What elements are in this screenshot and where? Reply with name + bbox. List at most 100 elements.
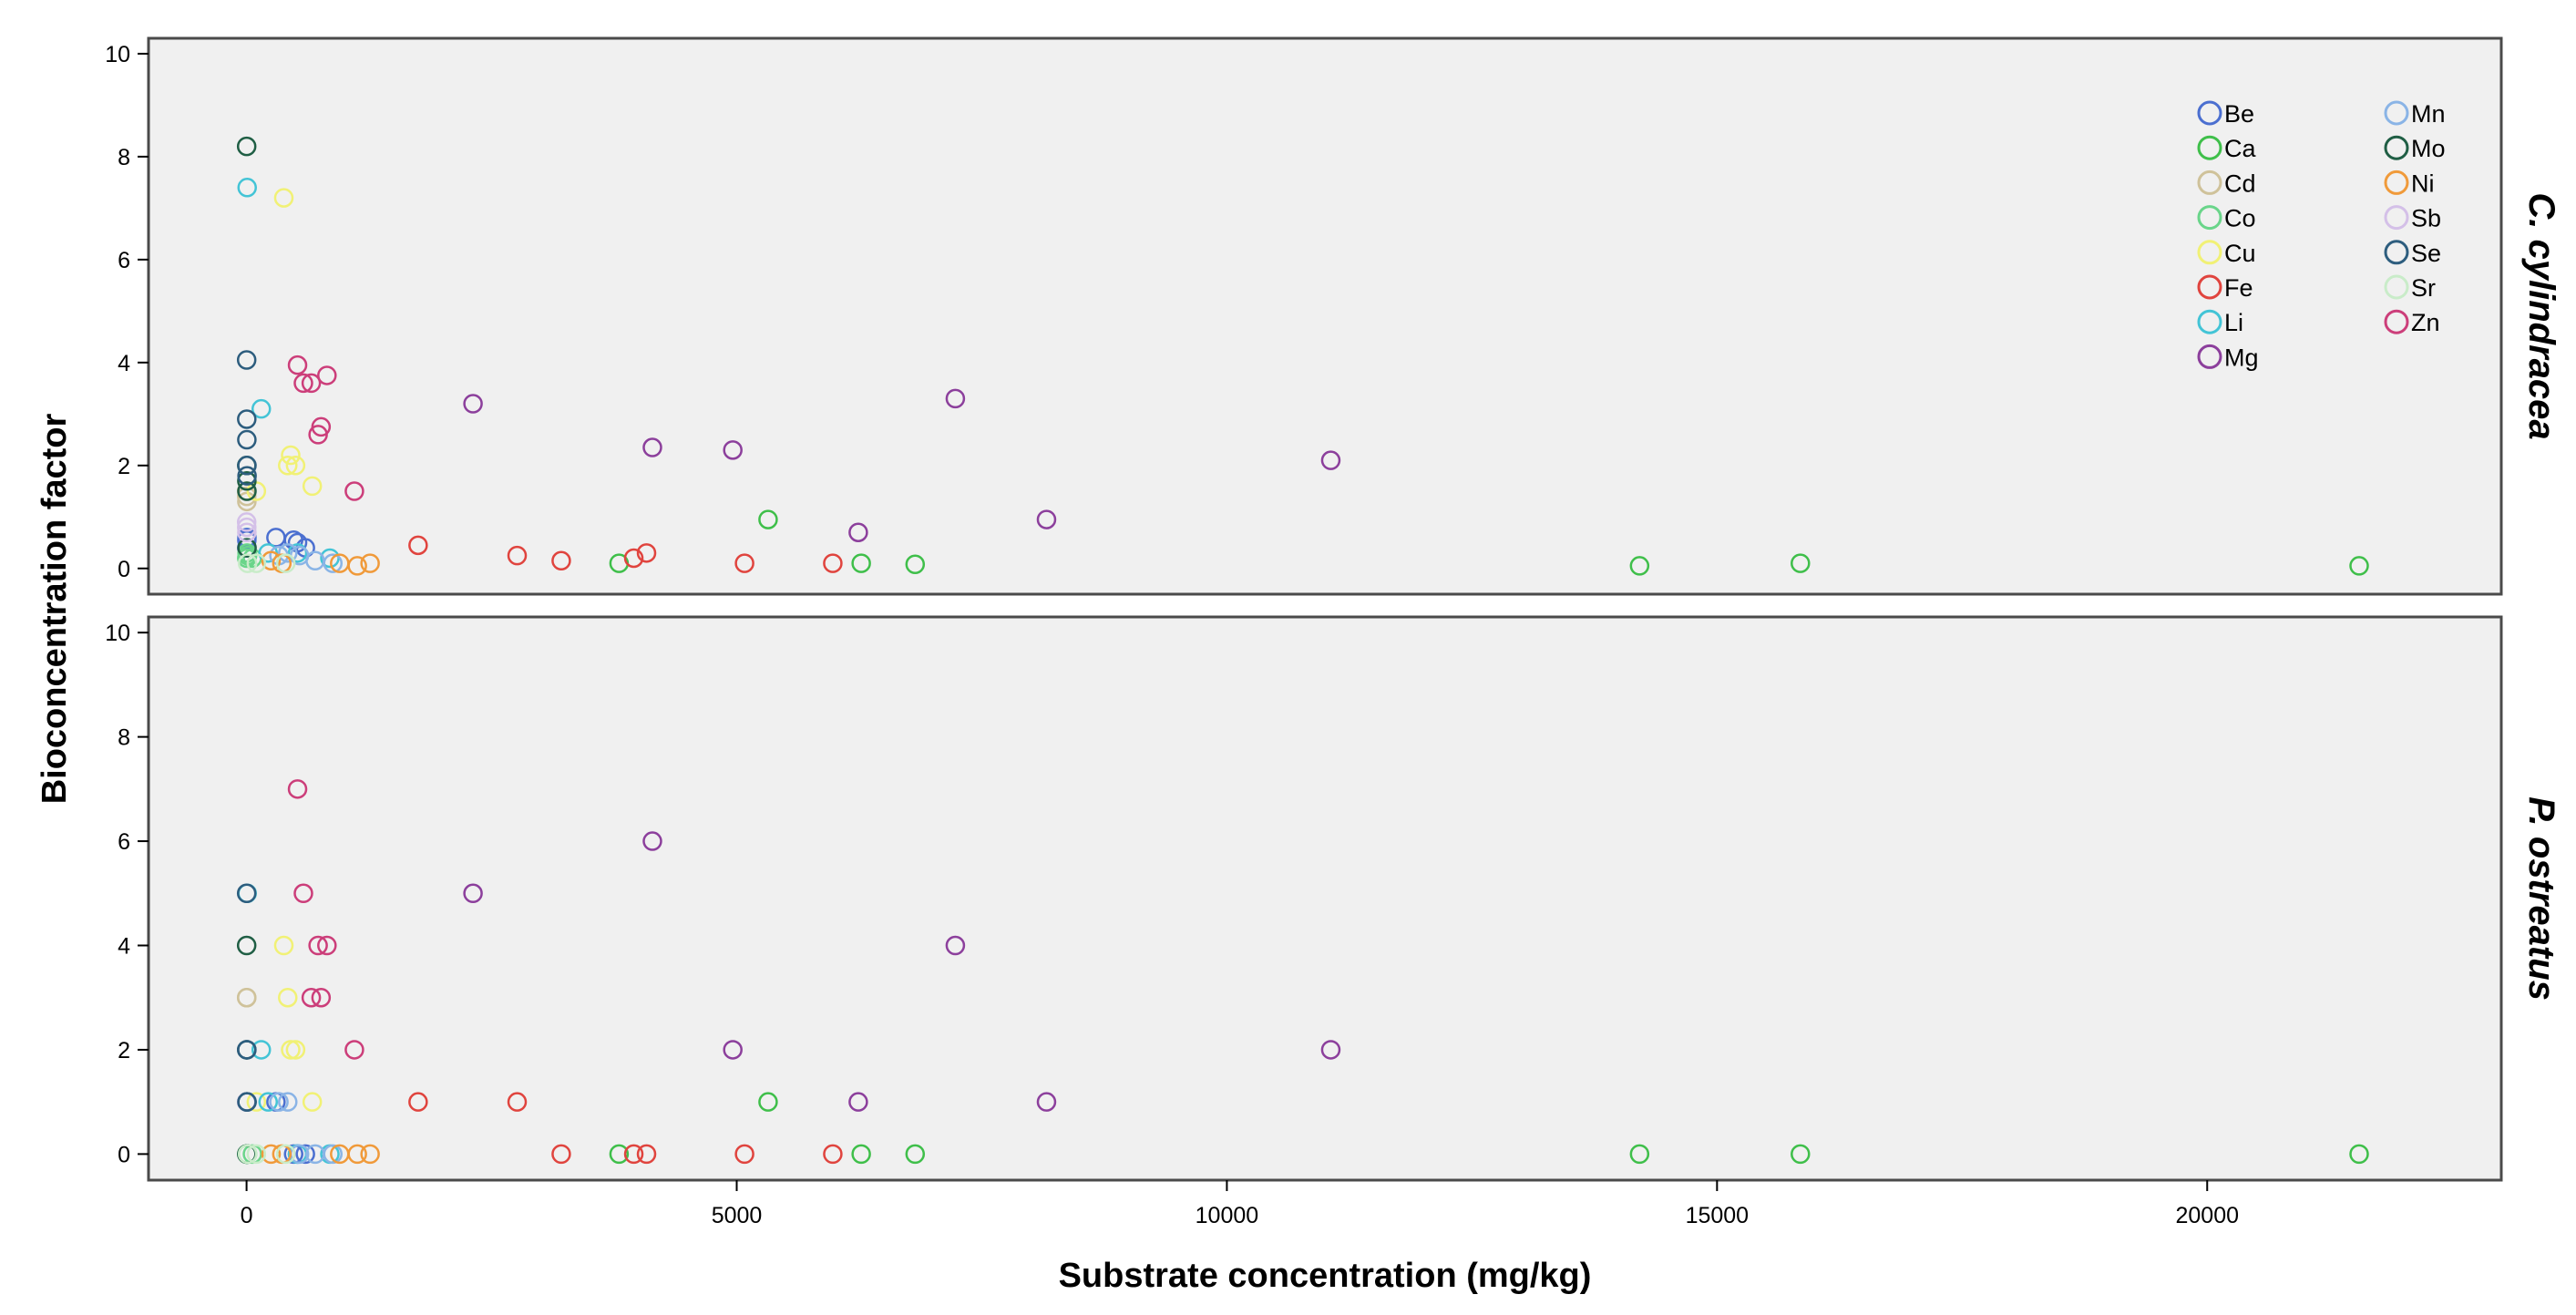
point-sr-top bbox=[275, 553, 296, 573]
point-se-bottom bbox=[236, 883, 257, 904]
point-mo-top bbox=[237, 481, 257, 501]
point-ca-bottom bbox=[758, 1092, 778, 1112]
point-ca-top bbox=[2349, 556, 2369, 576]
point-ca-bottom bbox=[1791, 1144, 1811, 1165]
point-cu-bottom bbox=[285, 1040, 306, 1060]
point-fe-top bbox=[823, 553, 843, 573]
point-cu-bottom bbox=[302, 1092, 323, 1112]
legend-marker-cu bbox=[2197, 240, 2222, 265]
legend-label-se: Se bbox=[2411, 240, 2441, 267]
point-fe-top bbox=[734, 553, 754, 573]
legend-marker-be bbox=[2197, 100, 2222, 126]
y-axis-ticks-bottom: 0 2 4 6 8 10 bbox=[105, 621, 149, 1167]
point-zn-bottom bbox=[344, 1040, 364, 1060]
legend-marker-sr bbox=[2384, 274, 2409, 300]
y-tick-label-bottom: 4 bbox=[118, 934, 130, 960]
x-tick-label: 20000 bbox=[2175, 1203, 2239, 1228]
point-fe-top bbox=[636, 543, 657, 563]
point-zn-top bbox=[287, 354, 308, 375]
point-sb-top bbox=[236, 512, 257, 532]
point-mo-top bbox=[236, 136, 257, 157]
point-se-top bbox=[237, 456, 257, 476]
point-mg-bottom bbox=[723, 1040, 743, 1060]
facet-label-bottom: P. ostreatus bbox=[2521, 796, 2561, 1001]
legend-marker-li bbox=[2197, 309, 2222, 334]
x-tick-label: 0 bbox=[241, 1203, 253, 1228]
panel-bottom-background bbox=[147, 615, 2503, 1182]
legend-marker-zn bbox=[2384, 309, 2409, 334]
legend-label-mn: Mn bbox=[2411, 100, 2446, 128]
legend-label-zn: Zn bbox=[2411, 309, 2440, 336]
point-ca-top bbox=[851, 553, 871, 573]
x-tick-label: 10000 bbox=[1196, 1203, 1259, 1228]
point-zn-bottom bbox=[311, 987, 332, 1008]
legend-label-mo: Mo bbox=[2411, 135, 2446, 162]
panel-top-background bbox=[147, 36, 2503, 596]
point-mn-bottom bbox=[323, 1144, 344, 1165]
point-sr-bottom bbox=[237, 1144, 258, 1165]
point-ca-bottom bbox=[1629, 1144, 1650, 1165]
point-zn-bottom bbox=[301, 987, 322, 1008]
point-zn-bottom bbox=[308, 935, 328, 956]
point-cd-bottom bbox=[237, 987, 257, 1008]
point-mg-bottom bbox=[945, 935, 966, 956]
point-zn-top bbox=[344, 481, 364, 501]
point-cd-top bbox=[237, 486, 257, 507]
point-mg-top bbox=[848, 522, 868, 542]
y-axis-title: Bioconcentration factor bbox=[36, 413, 74, 804]
point-mg-bottom bbox=[1036, 1092, 1057, 1112]
legend-marker-fe bbox=[2197, 274, 2222, 300]
y-tick-label-top: 10 bbox=[105, 42, 130, 67]
point-cu-bottom bbox=[281, 1040, 301, 1060]
legend-marker-mg bbox=[2197, 344, 2222, 369]
point-cu-top bbox=[273, 188, 294, 208]
point-mg-bottom bbox=[463, 883, 483, 904]
point-mn-bottom bbox=[269, 1092, 289, 1112]
point-se-top bbox=[236, 350, 257, 370]
point-fe-top bbox=[551, 550, 571, 571]
legend-marker-sb bbox=[2384, 205, 2409, 231]
point-fe-top bbox=[408, 535, 428, 556]
point-cu-top bbox=[278, 456, 298, 476]
facet-label-top: C. cylindracea bbox=[2521, 192, 2561, 439]
point-se-top bbox=[237, 409, 257, 429]
point-mo-top bbox=[237, 538, 257, 558]
point-ca-top bbox=[758, 509, 778, 529]
point-li-top bbox=[287, 543, 308, 563]
point-mo-bottom bbox=[236, 935, 257, 956]
legend-marker-ni bbox=[2384, 170, 2409, 195]
point-se-bottom bbox=[237, 1040, 257, 1060]
legend-marker-cd bbox=[2197, 170, 2222, 195]
x-axis-ticks: 0 5000 10000 15000 20000 bbox=[241, 1180, 2239, 1228]
point-mn-top bbox=[323, 553, 344, 573]
y-tick-label-top: 0 bbox=[118, 557, 130, 582]
scatter-points-bottom bbox=[236, 779, 2369, 1165]
point-ca-bottom bbox=[2349, 1144, 2369, 1165]
legend-label-cu: Cu bbox=[2224, 240, 2256, 267]
point-sr-bottom bbox=[275, 1144, 296, 1165]
y-tick-label-top: 6 bbox=[118, 248, 130, 273]
point-mn-bottom bbox=[278, 1092, 298, 1112]
point-ca-bottom bbox=[609, 1144, 630, 1165]
chart-legend: Be Ca Cd Co Cu Fe Li Mg Mn Mo Ni Sb Se Sr Zn bbox=[2197, 100, 2446, 371]
legend-label-sb: Sb bbox=[2411, 205, 2441, 232]
x-tick-label: 15000 bbox=[1686, 1203, 1750, 1228]
point-sr-top bbox=[237, 553, 258, 573]
point-cu-bottom bbox=[273, 935, 294, 956]
y-tick-label-top: 2 bbox=[118, 454, 130, 479]
point-fe-bottom bbox=[823, 1144, 843, 1165]
point-mn-top bbox=[278, 543, 298, 563]
legend-label-sr: Sr bbox=[2411, 274, 2436, 302]
point-cu-top bbox=[302, 476, 323, 497]
point-zn-bottom bbox=[293, 883, 313, 904]
point-ca-top bbox=[905, 554, 926, 574]
y-axis-ticks-top: 0 2 4 6 8 10 bbox=[105, 42, 149, 582]
scatter-points-top bbox=[236, 136, 2369, 576]
point-mg-bottom bbox=[1320, 1040, 1341, 1060]
x-axis-title: Substrate concentration (mg/kg) bbox=[1059, 1257, 1592, 1295]
legend-label-ni: Ni bbox=[2411, 170, 2435, 197]
point-ni-bottom bbox=[360, 1144, 380, 1165]
point-zn-bottom bbox=[317, 935, 337, 956]
legend-label-ca: Ca bbox=[2224, 135, 2256, 162]
